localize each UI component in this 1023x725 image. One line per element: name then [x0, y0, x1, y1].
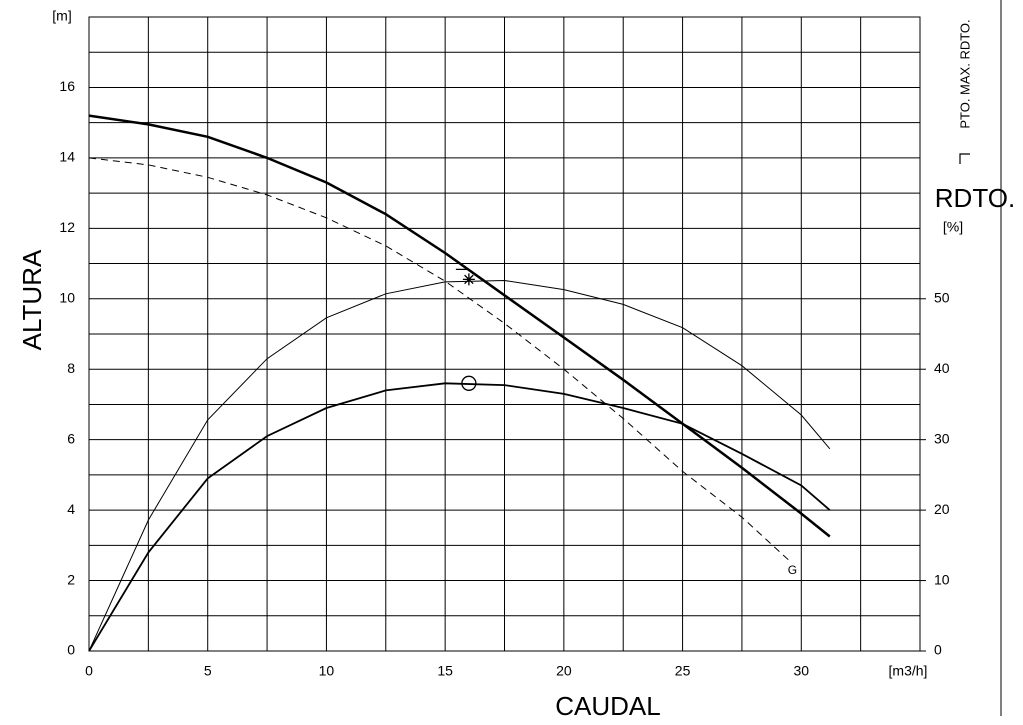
marker-circle — [461, 375, 477, 391]
y2-tick-label: 10 — [934, 571, 950, 587]
y2-tick-label: 50 — [934, 289, 950, 305]
x-tick-label: 10 — [319, 663, 335, 679]
y2-unit: [%] — [943, 219, 963, 235]
y-label: ALTURA — [17, 249, 47, 350]
x-tick-label: 30 — [793, 663, 809, 679]
y2-label: RDTO. — [935, 183, 1015, 213]
data-line — [88, 382, 831, 652]
y-tick-label: 12 — [59, 219, 75, 235]
y-tick-label: 8 — [67, 360, 75, 376]
x-label: CAUDAL — [555, 691, 660, 721]
y-tick-label: 14 — [59, 149, 75, 165]
legend-marker — [959, 153, 970, 164]
x-unit: [m3/h] — [889, 663, 928, 679]
series-label: G — [788, 563, 797, 577]
y2-tick-label: 0 — [934, 642, 942, 658]
x-tick-label: 25 — [675, 663, 691, 679]
y-tick-label: 16 — [59, 78, 75, 94]
y2-tick-label: 40 — [934, 360, 950, 376]
y2-tick-label: 30 — [934, 430, 950, 446]
y-tick-label: 6 — [67, 430, 75, 446]
x-tick-label: 0 — [85, 663, 93, 679]
marker-star — [455, 268, 475, 286]
y-tick-label: 0 — [67, 642, 75, 658]
legend-text: PTO. MAX. RDTO. — [957, 19, 972, 128]
x-tick-label: 20 — [556, 663, 572, 679]
data-line — [88, 279, 831, 652]
y-unit: [m] — [52, 8, 71, 24]
x-tick-label: 5 — [204, 663, 212, 679]
y2-tick-label: 20 — [934, 501, 950, 517]
data-line — [88, 157, 793, 564]
y-tick-label: 2 — [67, 571, 75, 587]
data-line — [88, 114, 831, 538]
x-tick-label: 15 — [437, 663, 453, 679]
y-tick-label: 10 — [59, 289, 75, 305]
y-tick-label: 4 — [67, 501, 75, 517]
